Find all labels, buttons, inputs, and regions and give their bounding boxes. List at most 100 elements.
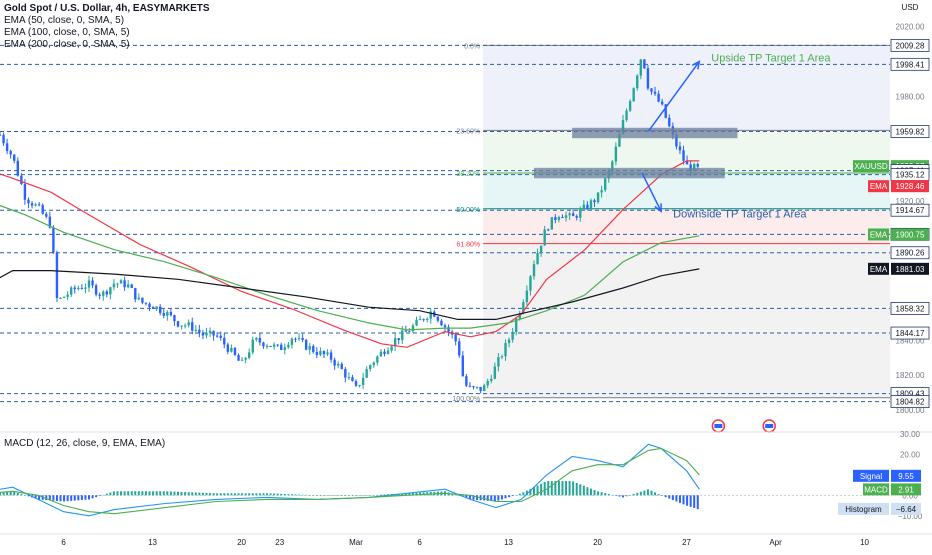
macd-tick-label: 30.00 [900,430,921,439]
macd-histogram-bar [411,492,414,496]
candle-body [237,355,240,361]
macd-histogram-bar [468,495,471,500]
candle-body [52,227,55,253]
macd-histogram-bar [194,492,197,496]
x-tick-label: 20 [237,538,246,547]
candle-body [45,213,48,217]
candle-body [354,381,358,386]
macd-histogram-bar [52,495,55,501]
macd-histogram-bar [451,493,454,496]
candle-body [27,199,30,204]
macd-histogram-bar [589,488,592,496]
macd-histogram-bar [483,495,486,501]
candle-body [369,365,372,370]
price-axis-tag-text: EMA [870,265,888,274]
macd-value-tag [853,469,889,482]
candle-body [347,377,351,379]
candle-body [144,302,148,304]
macd-histogram-bar [70,495,73,501]
candle-body [87,280,91,288]
macd-histogram-bar [248,493,251,496]
x-tick-label: 6 [417,538,422,547]
candle-body [678,146,682,151]
price-axis-badge [890,326,930,340]
macd-histogram-bar [511,495,514,497]
candle-body [653,91,657,94]
candle-body [297,337,301,339]
candle-body [30,203,34,206]
candle-body [205,332,208,336]
macd-histogram-bar [127,491,130,496]
candle-body [696,163,699,167]
candle-body [126,284,130,288]
price-axis-badge-text: 2009.28 [896,41,925,50]
candle-body [376,356,379,363]
price-axis-tag [868,228,889,241]
macd-histogram-bar [515,494,518,496]
candle-body [461,355,464,377]
candle-body [308,346,311,350]
candle-body [657,93,660,102]
tp-target-label: Upside TP Target 1 Area [711,53,831,65]
candle-body [333,359,336,366]
macd-histogram-bar [597,491,600,496]
candle-body [166,312,169,316]
candle-body [265,345,269,347]
macd-histogram-bar [305,494,308,496]
economic-event-flag-stripe [714,424,723,428]
x-tick-label: Apr [769,538,782,547]
candle-body [650,88,653,92]
macd-histogram-bar [347,495,350,496]
price-axis-badge-text: 1858.32 [896,304,925,313]
macd-histogram-bar [582,485,585,496]
macd-histogram-bar [575,482,578,496]
macd-histogram-bar [230,493,233,496]
candle-body [159,306,162,314]
candle-body [372,362,375,366]
candle-body [490,378,493,381]
macd-histogram-bar [504,495,507,499]
fib-level-label: 61.80% [456,242,480,249]
macd-histogram-bar [639,491,642,496]
macd-histogram-bar [166,491,169,496]
macd-histogram-bar [34,495,37,499]
candle-body [358,384,361,386]
candle-body [422,319,425,321]
candle-body [636,75,639,89]
macd-histogram-bar [187,492,190,496]
candle-body [554,217,557,220]
candle-body [66,294,69,297]
macd-histogram-bar [55,495,58,501]
macd-histogram-bar [369,495,372,496]
candle-body [550,217,553,230]
candle-body [315,351,319,355]
macd-histogram-bar [625,495,628,497]
macd-histogram-bar [490,495,493,502]
macd-histogram-bar [600,492,603,496]
candle-body [536,253,539,265]
fib-zone [483,208,903,244]
macd-histogram-bar [9,491,12,496]
macd-histogram-bar [678,495,681,503]
candle-body [693,163,696,171]
candle-body [98,294,101,296]
macd-histogram-bar [636,492,639,496]
candle-body [312,346,315,352]
price-axis-badge-text: 1881.03 [896,265,925,274]
candle-body [130,284,133,288]
candle-body [685,160,689,165]
macd-histogram-bar [550,481,553,496]
candle-body [454,334,457,342]
macd-histogram-bar [661,495,664,496]
macd-histogram-bar [529,488,532,496]
macd-tick-label: −10.00 [898,512,923,521]
candle-body [208,330,212,333]
candle-body [596,192,600,203]
macd-histogram-bar [77,495,80,501]
candle-body [628,101,632,111]
macd-histogram-bar [693,495,696,508]
macd-histogram-bar [219,493,222,496]
candle-body [436,316,440,321]
